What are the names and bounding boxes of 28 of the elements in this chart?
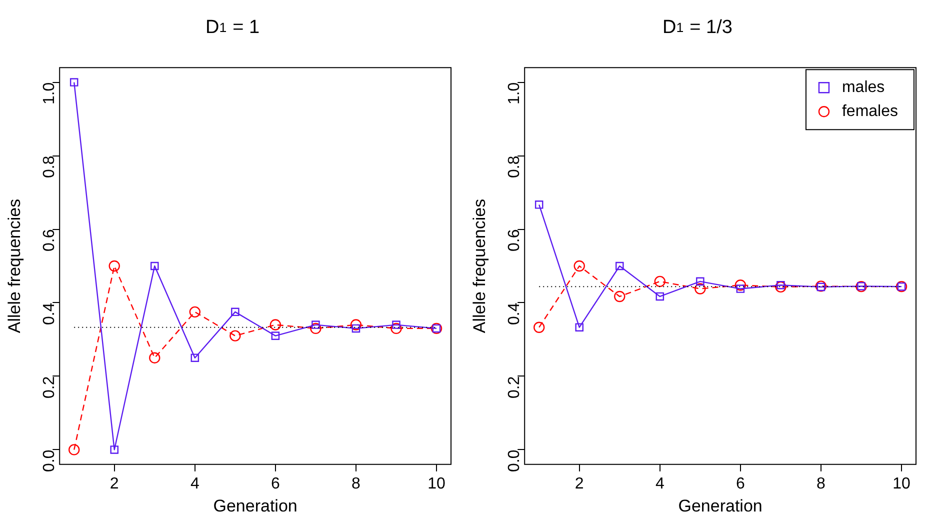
y-tick-label: 0.8 [40, 156, 58, 178]
x-tick-label: 8 [816, 475, 826, 492]
y-tick-label: 0.4 [506, 302, 523, 325]
x-tick-label: 8 [351, 475, 360, 492]
legend-label: males [841, 79, 884, 96]
x-tick-label: 10 [427, 475, 446, 492]
y-axis-title: Allele frequencies [469, 198, 488, 334]
y-tick-label: 0.4 [40, 302, 58, 325]
x-axis-title: Generation [678, 496, 762, 516]
x-tick-label: 2 [109, 475, 118, 492]
y-tick-label: 0.6 [40, 229, 58, 252]
x-tick-label: 6 [270, 475, 280, 492]
y-tick-label: 1.0 [506, 82, 523, 105]
y-tick-label: 0.6 [506, 229, 523, 252]
x-tick-label: 4 [654, 475, 664, 492]
y-tick-label: 0.8 [506, 156, 523, 178]
y-tick-label: 0.2 [506, 376, 523, 398]
y-tick-label: 0.2 [40, 376, 58, 398]
x-axis-title: Generation [212, 496, 297, 516]
y-tick-label: 0.0 [40, 450, 58, 472]
y-axis-title: Allele frequencies [4, 198, 24, 334]
y-tick-label: 1.0 [40, 82, 58, 105]
x-tick-label: 6 [735, 475, 744, 492]
x-tick-label: 2 [574, 475, 584, 492]
x-tick-label: 10 [892, 475, 910, 492]
x-tick-label: 4 [190, 475, 199, 492]
y-tick-label: 0.0 [506, 450, 523, 472]
legend-label: females [841, 103, 898, 120]
